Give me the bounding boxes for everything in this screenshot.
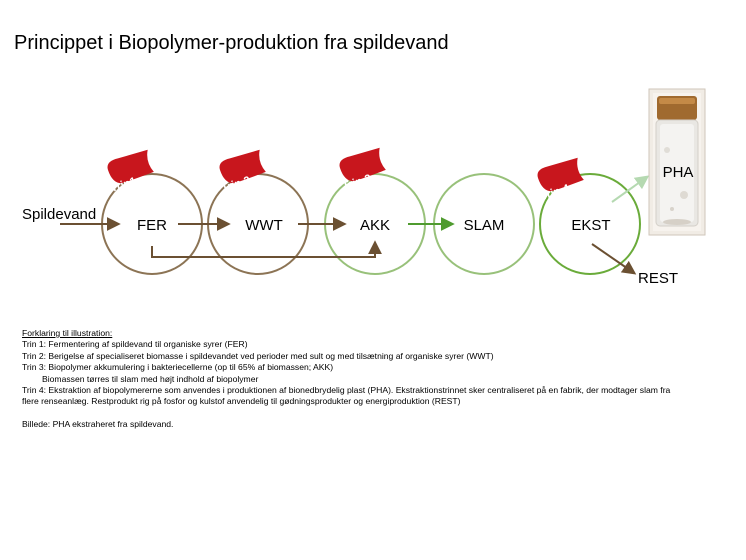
arrow-ekst-pha [611, 175, 650, 203]
input-label: Spildevand [22, 206, 96, 223]
process-diagram: FER WWT AKK SLAM EKST Spildevand REST PH… [22, 88, 706, 287]
output-rest-label: REST [638, 270, 678, 287]
node-wwt-label: WWT [245, 217, 282, 234]
legend-trin1: Trin 1: Fermentering af spildevand til o… [22, 339, 248, 350]
image-caption: Billede: PHA ekstraheret fra spildevand. [22, 418, 174, 429]
arrow-fer-akk-bypass [151, 240, 382, 258]
arrow-ekst-rest [591, 243, 637, 275]
trin-2-badge [219, 149, 266, 184]
slide-title: Princippet i Biopolymer-produktion fra s… [14, 32, 449, 54]
trin-4-badge [537, 157, 584, 192]
node-akk-label: AKK [360, 217, 390, 234]
legend-trin2: Trin 2: Berigelse af specialiseret bioma… [22, 350, 494, 361]
node-fer-label: FER [137, 217, 167, 234]
legend-trin3-note: Biomassen tørres til slam med højt indho… [42, 373, 259, 384]
node-ekst-label: EKST [571, 217, 610, 234]
legend: Forklaring til illustration: Trin 1: Fer… [22, 328, 682, 430]
legend-trin4: Trin 4: Ekstraktion af biopolymererne so… [22, 385, 671, 407]
node-ekst-circle [539, 173, 641, 275]
node-slam-label: SLAM [464, 217, 505, 234]
trin-3-badge [339, 147, 386, 182]
output-pha-label: PHA [663, 164, 694, 181]
legend-trin3: Trin 3: Biopolymer akkumulering i bakter… [22, 362, 334, 373]
pha-sample-photo: PHA [648, 88, 706, 236]
legend-heading: Forklaring til illustration: [22, 328, 113, 338]
trin-1-badge [107, 149, 154, 184]
